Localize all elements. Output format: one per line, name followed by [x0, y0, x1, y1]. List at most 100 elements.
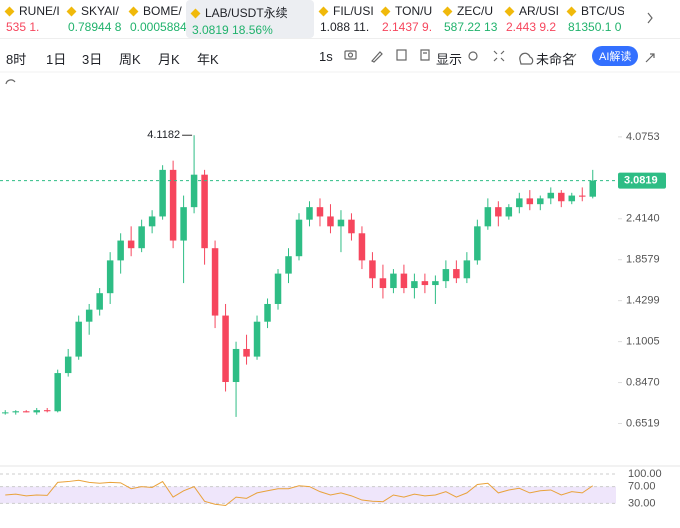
- candle-body: [12, 411, 19, 413]
- candle-body: [358, 233, 366, 261]
- candle-body: [64, 356, 72, 374]
- y-tick-label: 0.8470: [626, 376, 660, 388]
- tab-quote: 587.22 13: [444, 20, 500, 34]
- candle-body: [138, 226, 145, 249]
- candle-body: [526, 198, 534, 205]
- rsi-tick-label: 70.00: [628, 481, 656, 493]
- tab-quote: 1.088 11.: [320, 20, 376, 34]
- tab-quote: 2.443 9.2: [506, 20, 562, 34]
- symbol-tab[interactable]: LAB/USDT永续 3.0819 18.56%: [186, 0, 314, 38]
- tab-change: 8: [114, 20, 122, 34]
- y-tick-label: 1.8579: [626, 254, 660, 266]
- candle-body: [516, 198, 523, 208]
- candle-body: [96, 293, 103, 310]
- symbol-tab[interactable]: BOME/0.0005884: [124, 0, 186, 38]
- tab-change: 13: [484, 20, 498, 34]
- tab-change: 0: [614, 20, 622, 34]
- symbol-tab[interactable]: FIL/USI 1.088 11.: [314, 0, 376, 38]
- tab-change: 1.: [29, 20, 40, 34]
- candle-body: [589, 180, 597, 197]
- display[interactable]: 显示: [436, 52, 463, 67]
- candle-body: [211, 248, 219, 316]
- tab-symbol: AR/USI: [506, 4, 562, 18]
- candle-body: [127, 240, 135, 249]
- symbol-tab[interactable]: RUNE/I 535 1.: [0, 0, 62, 38]
- tab-quote: 535 1.: [6, 20, 62, 34]
- symbol-tab[interactable]: ZEC/U 587.22 13: [438, 0, 500, 38]
- rsi-tick-label: 30.00: [628, 497, 656, 509]
- speed[interactable]: 1s: [319, 49, 333, 64]
- candle-body: [558, 192, 565, 202]
- tab-symbol: SKYAI/: [68, 4, 124, 18]
- candle-body: [369, 260, 376, 279]
- candle-body: [432, 281, 439, 286]
- y-tick-label: 2.4140: [626, 213, 660, 225]
- tab-price: 0.0005884: [130, 20, 186, 34]
- candle-body: [421, 281, 429, 286]
- candle-body: [243, 348, 250, 357]
- tab-symbol: RUNE/I: [6, 4, 62, 18]
- symbol-tab[interactable]: BTC/US 81350.1 0: [562, 0, 624, 38]
- candle-body: [400, 273, 408, 289]
- tab-bar: RUNE/I 535 1. SKYAI/0.78944 8 BOME/0.000588…: [0, 0, 680, 39]
- symbol-tab[interactable]: TON/U 2.1437 9.: [376, 0, 438, 38]
- candle-body: [232, 348, 240, 383]
- candle-body: [474, 226, 481, 261]
- tab-quote: 2.1437 9.: [382, 20, 438, 34]
- high-label: 4.1182: [147, 129, 180, 141]
- toolbar: 8时 1日 3日 周K 月K 年K 1s 显示 未命名 AI解读: [0, 40, 680, 72]
- interval[interactable]: 月K: [158, 52, 180, 67]
- candle-body: [1, 412, 9, 414]
- candle-body: [337, 219, 345, 227]
- tab-symbol: ZEC/U: [444, 4, 500, 18]
- interval[interactable]: 周K: [119, 52, 141, 67]
- candle-body: [547, 192, 555, 199]
- layout-name[interactable]: 未命名: [536, 52, 576, 67]
- candle-body: [106, 260, 114, 294]
- tab-quote: 81350.1 0: [568, 20, 624, 34]
- symbol-tab[interactable]: AR/USI 2.443 9.2: [500, 0, 562, 38]
- candle-body: [201, 174, 208, 249]
- candle-body: [33, 410, 40, 413]
- last-price-label: 3.0819: [624, 174, 658, 186]
- candle-body: [579, 195, 586, 197]
- tab-change: 11.: [353, 20, 370, 34]
- tab-symbol: LAB/USDT永续: [192, 4, 314, 21]
- candle-body: [442, 269, 450, 282]
- candle-body: [379, 278, 387, 289]
- tab-quote: 0.78944 8: [68, 20, 124, 34]
- y-tick-label: 0.6519: [626, 417, 660, 429]
- interval[interactable]: 8时: [6, 52, 27, 67]
- symbol-tab[interactable]: SKYAI/0.78944 8: [62, 0, 124, 38]
- tab-quote: 0.0005884: [130, 20, 186, 34]
- ai-button[interactable]: AI解读: [592, 46, 639, 66]
- interval[interactable]: 1日: [46, 52, 67, 67]
- candle-body: [411, 281, 418, 289]
- candle-body: [54, 373, 61, 412]
- tab-price: 1.088: [320, 20, 351, 34]
- candle-body: [190, 174, 198, 208]
- tab-price: 81350.1: [568, 20, 612, 34]
- candle-body: [22, 411, 30, 413]
- tab-price: 3.0819: [192, 23, 229, 37]
- candle-body: [295, 219, 303, 257]
- interval[interactable]: 年K: [197, 52, 219, 67]
- candle-body: [253, 321, 261, 357]
- candle-body: [316, 207, 324, 217]
- candle-body: [43, 410, 51, 412]
- candle-body: [285, 256, 292, 274]
- candle-body: [117, 240, 124, 261]
- tab-symbol: FIL/USI: [320, 4, 376, 18]
- candle-body: [505, 207, 513, 217]
- candle-body: [537, 198, 544, 205]
- candle-body: [306, 207, 313, 220]
- interval[interactable]: 3日: [82, 52, 103, 67]
- tab-change: 18.56%: [232, 23, 273, 37]
- candle-body: [169, 169, 177, 241]
- tab-price: 2.443: [506, 20, 537, 34]
- y-tick-label: 4.0753: [626, 131, 660, 143]
- tab-change: 9.2: [539, 20, 557, 34]
- tab-symbol: BOME/: [130, 4, 186, 18]
- candle-body: [180, 207, 187, 241]
